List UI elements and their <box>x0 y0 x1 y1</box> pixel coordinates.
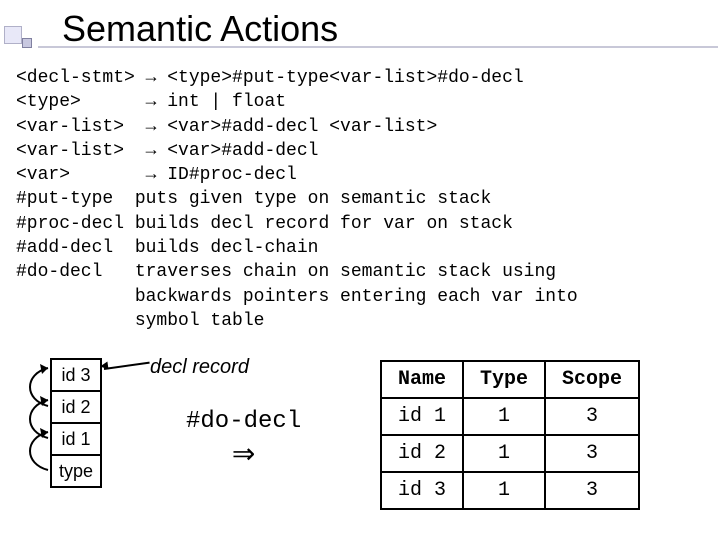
stack-cell: id 2 <box>50 390 102 424</box>
col-name: Name <box>381 361 463 398</box>
table-cell: id 3 <box>381 472 463 509</box>
table-cell: id 2 <box>381 435 463 472</box>
deco-box-small <box>22 38 32 48</box>
deco-box-large <box>4 26 22 44</box>
table-cell: 1 <box>463 435 545 472</box>
page-title: Semantic Actions <box>62 8 338 50</box>
stack-cell: id 1 <box>50 422 102 456</box>
decl-record-label: decl record <box>150 356 249 379</box>
col-type: Type <box>463 361 545 398</box>
table-row: id 113 <box>381 398 639 435</box>
semantic-stack: id 3 id 2 id 1 type <box>50 360 102 488</box>
table-cell: 3 <box>545 398 639 435</box>
table-header-row: Name Type Scope <box>381 361 639 398</box>
decl-record-pointer-arrowhead <box>99 361 108 370</box>
table-cell: 3 <box>545 472 639 509</box>
table-cell: 3 <box>545 435 639 472</box>
do-decl-arrow-icon: ⇒ <box>186 437 301 471</box>
do-decl-label: #do-decl ⇒ <box>186 408 301 470</box>
decl-record-pointer-line <box>104 362 150 370</box>
table-cell: 1 <box>463 472 545 509</box>
do-decl-text: #do-decl <box>186 408 301 437</box>
deco-line <box>38 46 718 48</box>
stack-cell: id 3 <box>50 358 102 392</box>
table-row: id 313 <box>381 472 639 509</box>
stack-cell: type <box>50 454 102 488</box>
title-bar: Semantic Actions <box>0 8 720 50</box>
symbol-table: Name Type Scope id 113id 213id 313 <box>380 360 640 510</box>
table-row: id 213 <box>381 435 639 472</box>
table-cell: id 1 <box>381 398 463 435</box>
title-decoration <box>0 26 22 44</box>
grammar-block: <decl-stmt> → <type>#put-type<var-list>#… <box>16 66 578 333</box>
table-cell: 1 <box>463 398 545 435</box>
col-scope: Scope <box>545 361 639 398</box>
